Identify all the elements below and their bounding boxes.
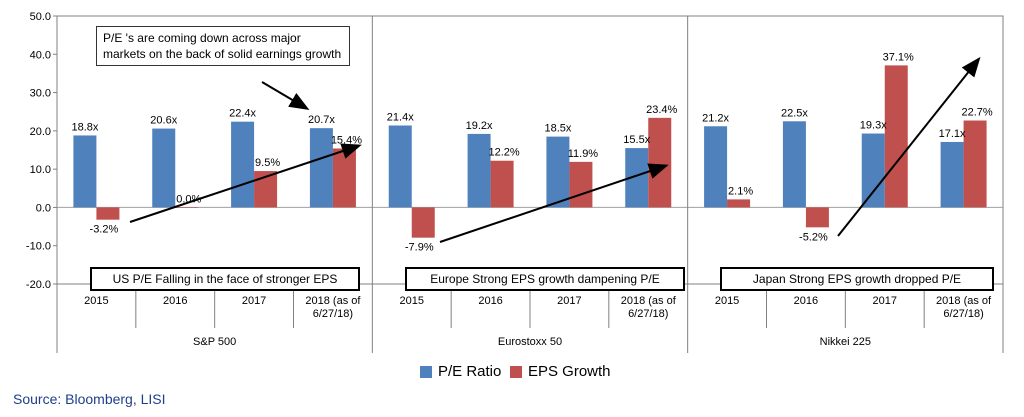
legend-item-pe: P/E Ratio (420, 363, 501, 380)
panel-name-label: S&P 500 (193, 336, 236, 348)
category-label: 6/27/18) (313, 308, 353, 320)
panel-note-text: Japan Strong EPS growth dropped P/E (752, 272, 962, 286)
data-label-eps: 15.4% (331, 134, 362, 146)
data-label-pe: 18.5x (544, 123, 571, 135)
panel-note-nikkei: Japan Strong EPS growth dropped P/E (720, 267, 994, 291)
bar-eps (963, 120, 987, 208)
data-label-eps: 23.4% (646, 104, 677, 116)
trend-arrow-sp500 (129, 143, 362, 223)
bar-pe (940, 141, 964, 208)
legend-swatch-eps (510, 365, 522, 378)
legend-item-eps: EPS Growth (510, 363, 611, 380)
chart-area: 50.0 40.0 30.0 20.0 10.0 0.0 -10.0 -20.0 18.8x -3… (0, 11, 1024, 383)
data-label-eps: 37.1% (883, 51, 914, 63)
bar-pe (73, 135, 97, 208)
bar-pe (152, 128, 176, 208)
data-label-eps: -5.2% (799, 231, 828, 243)
category-label: 2018 (as of (936, 295, 992, 307)
bar-pe (704, 126, 728, 208)
y-tick-label: 0.0 (36, 202, 51, 214)
data-label-eps: 2.1% (728, 185, 753, 197)
bar-pe (467, 133, 491, 208)
bar-pe (309, 128, 333, 208)
bar-eps (805, 207, 829, 228)
category-label: 2015 (715, 295, 739, 307)
bar-eps (175, 207, 199, 208)
panel-name-label: Nikkei 225 (820, 336, 871, 348)
category-label: 6/27/18) (943, 308, 983, 320)
category-label: 2016 (163, 295, 187, 307)
legend-swatch-pe (420, 365, 432, 378)
data-label-eps: 11.9% (568, 148, 599, 160)
data-label-eps: 0.0% (176, 193, 201, 205)
bar-pe (861, 133, 885, 208)
panel-note-text: US P/E Falling in the face of stronger E… (112, 272, 338, 286)
y-tick-label: -20.0 (26, 279, 51, 291)
y-tick-label: 50.0 (30, 11, 51, 23)
y-tick-label: 10.0 (30, 164, 51, 176)
bar-pe (625, 148, 649, 208)
data-label-pe: 20.6x (150, 115, 177, 127)
y-tick-label: 40.0 (30, 49, 51, 61)
legend-label-pe: P/E Ratio (438, 363, 502, 380)
bar-eps (648, 117, 672, 208)
legend: P/E Ratio EPS Growth (0, 363, 1024, 383)
data-label-pe: 15.5x (623, 134, 650, 146)
bar-pe (546, 136, 570, 208)
y-tick-label: 30.0 (30, 88, 51, 100)
y-tick-label: -10.0 (26, 241, 51, 253)
data-label-pe: 21.2x (702, 112, 729, 124)
bar-eps (884, 65, 908, 208)
legend-label-eps: EPS Growth (528, 363, 611, 380)
data-label-eps: 22.7% (961, 107, 992, 119)
panel-name-label: Eurostoxx 50 (498, 336, 562, 348)
category-label: 2015 (84, 295, 108, 307)
bar-eps (254, 171, 278, 208)
data-label-pe: 17.1x (939, 128, 966, 140)
y-tick-label: 20.0 (30, 126, 51, 138)
category-label: 2016 (478, 295, 502, 307)
bar-eps (569, 161, 593, 208)
data-label-pe: 19.3x (860, 120, 887, 132)
data-label-eps: 12.2% (488, 147, 519, 159)
data-label-pe: 22.5x (781, 107, 808, 119)
callout-text: P/E 's are coming down across major mark… (103, 31, 342, 61)
category-label: 2017 (557, 295, 581, 307)
bar-pe (388, 125, 412, 208)
data-label-eps: -7.9% (405, 242, 434, 254)
data-label-pe: 18.8x (71, 121, 98, 133)
panel-note-eurostoxx: Europe Strong EPS growth dampening P/E (405, 267, 685, 291)
data-label-pe: 19.2x (466, 120, 493, 132)
category-label: 2016 (794, 295, 818, 307)
category-label: 2018 (as of (621, 295, 677, 307)
callout-box: P/E 's are coming down across major mark… (96, 26, 350, 66)
data-label-eps: -3.2% (90, 224, 119, 236)
panel-note-sp500: US P/E Falling in the face of stronger E… (90, 267, 360, 291)
bar-eps (727, 199, 751, 208)
data-label-pe: 20.7x (308, 114, 335, 126)
chart-canvas: 50.0 40.0 30.0 20.0 10.0 0.0 -10.0 -20.0 18.8x -3… (26, 11, 1004, 353)
panel-note-text: Europe Strong EPS growth dampening P/E (430, 272, 660, 286)
bar-eps (96, 207, 120, 220)
category-label: 2018 (as of (305, 295, 361, 307)
category-label: 2017 (242, 295, 266, 307)
data-label-pe: 22.4x (229, 108, 256, 120)
category-label: 6/27/18) (628, 308, 668, 320)
data-label-pe: 21.4x (387, 111, 414, 123)
bar-eps (490, 160, 514, 208)
source-note: Source: Bloomberg, LISI (13, 391, 166, 407)
bar-eps (411, 207, 435, 238)
category-label: 2017 (873, 295, 897, 307)
bar-eps (332, 148, 356, 208)
trend-arrow-nikkei (837, 56, 981, 237)
bar-pe (782, 121, 806, 208)
category-label: 2015 (400, 295, 424, 307)
trend-arrow-eurostoxx (439, 163, 669, 243)
data-label-eps: 9.5% (255, 157, 280, 169)
callout-pointer-arrow (261, 81, 310, 111)
bar-pe (231, 121, 255, 208)
